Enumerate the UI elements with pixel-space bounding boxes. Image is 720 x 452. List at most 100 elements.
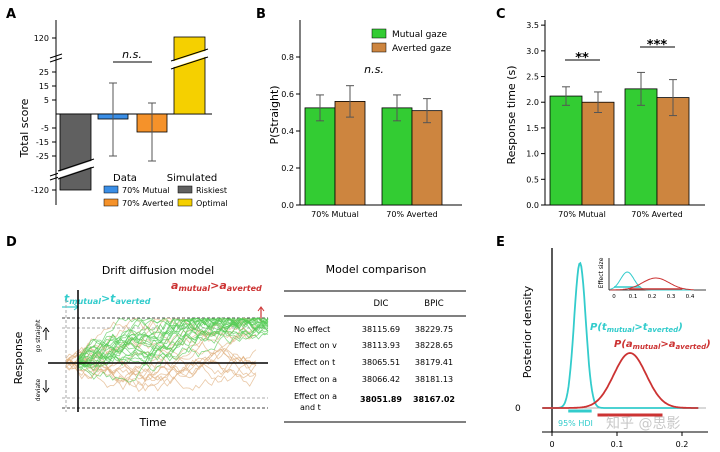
d-trace xyxy=(65,326,257,382)
panel-letter-d: D xyxy=(6,235,17,250)
b-xtick-label: 70% Mutual xyxy=(311,210,359,219)
a-tick-label: -15 xyxy=(36,138,49,147)
table-cell-bpic: 38228.65 xyxy=(415,341,453,350)
ddm-title: Drift diffusion model xyxy=(102,264,214,277)
deviate: deviate xyxy=(35,378,42,401)
d-trace xyxy=(77,317,269,362)
b-bar xyxy=(411,110,443,206)
hdi-label: 95% HDI xyxy=(558,419,593,428)
a-tick-label: 25 xyxy=(39,68,49,77)
d-trace xyxy=(77,319,269,368)
c-xtick-label: 70% Averted xyxy=(631,210,682,219)
a-tick-label: 15 xyxy=(39,82,49,91)
sig-c-mutual: ** xyxy=(575,51,589,66)
c-tick-label: 0.0 xyxy=(526,201,539,210)
posterior-curve xyxy=(542,261,699,409)
curve-t-label: P(tmutual>taverted) xyxy=(590,322,683,334)
table-row-label: Effect on a xyxy=(294,375,337,384)
e-zero: 0 xyxy=(515,404,521,414)
watermark: 知乎 @思影 xyxy=(606,415,680,432)
go-straight: go straight xyxy=(35,319,42,352)
panel-letter-c: C xyxy=(496,7,506,22)
e-tick-label: 0.1 xyxy=(611,440,624,449)
c-tick-label: 1.5 xyxy=(526,124,539,133)
legend-riskiest: Riskiest xyxy=(196,186,227,195)
a-tick-label: -25 xyxy=(36,152,49,161)
legend-optimal: Optimal xyxy=(196,199,228,208)
t-label: tmutual>taverted xyxy=(64,292,151,306)
c-bar xyxy=(581,101,615,206)
c-tick-label: 1.0 xyxy=(526,150,539,159)
table-cell-dic: 38115.69 xyxy=(362,325,400,334)
a-tick-label: -5 xyxy=(41,124,49,133)
d-trace xyxy=(77,322,268,367)
inset-tick-label: 0.1 xyxy=(629,294,638,300)
b-bar xyxy=(304,107,336,206)
panel-letter-a: A xyxy=(6,7,16,22)
legend-mutual-gaze: Mutual gaze xyxy=(392,30,448,40)
table-cell-bpic: 38229.75 xyxy=(415,325,453,334)
c-bar xyxy=(549,95,583,206)
legend-averted: 70% Averted xyxy=(122,199,173,208)
model-comparison-table: Model comparison DIC BPIC No effect 38115… xyxy=(284,263,466,423)
panel-c-ylabel: Response time (s) xyxy=(505,66,518,165)
bar-riskiest xyxy=(59,113,92,191)
table-header-dic: DIC xyxy=(374,299,389,309)
posterior-curve xyxy=(542,352,699,409)
table-row-label: No effect xyxy=(294,325,330,334)
curve-a-label: P(amutual>aaverted) xyxy=(614,339,711,351)
d-trace xyxy=(77,327,269,383)
effect-size-inset: Effect size 0 0.1 0.2 0.3 0.4 xyxy=(598,257,706,300)
b-bar xyxy=(334,101,366,206)
panel-a-ylabel: Total score xyxy=(18,98,31,158)
inset-tick-label: 0 xyxy=(612,294,616,300)
a-label: amutual>aaverted xyxy=(171,279,262,293)
d-xlabel: Time xyxy=(139,416,167,429)
c-bar xyxy=(624,88,658,206)
inset-tick-label: 0.3 xyxy=(667,294,676,300)
c-tick-label: 3.0 xyxy=(526,47,539,56)
table-row-label: Effect on t xyxy=(294,358,335,367)
table-row-label: Effect on a xyxy=(294,392,337,401)
d-ylabel: Response xyxy=(12,331,25,384)
b-tick-label: 0.6 xyxy=(281,90,294,99)
b-tick-label: 0.0 xyxy=(281,201,294,210)
d-trace xyxy=(77,317,269,366)
panel-b-ylabel: P(Straight) xyxy=(268,85,281,144)
e-ylabel: Posterior density xyxy=(521,285,534,378)
legend-averted-gaze: Averted gaze xyxy=(392,44,452,54)
table-cell-dic: 38066.42 xyxy=(362,375,400,384)
bar-optimal xyxy=(173,36,206,115)
b-tick-label: 0.2 xyxy=(281,164,294,173)
b-bar xyxy=(381,107,413,206)
panel-c: C Response time (s) 0.0 0.5 1.0 1.5 2.0 2.5 3.… xyxy=(496,7,705,219)
d-trace xyxy=(77,317,269,360)
panel-e: E Posterior density 0 0 0.1 0.2 P(tmutual>… xyxy=(496,235,711,449)
inset-tick-label: 0.2 xyxy=(648,294,657,300)
a-tick-label: -120 xyxy=(31,186,49,195)
sig-a: n.s. xyxy=(122,48,142,61)
table-cell-bpic: 38167.02 xyxy=(413,395,455,404)
table-cell-dic: 38051.89 xyxy=(360,395,402,404)
table-header-bpic: BPIC xyxy=(424,299,443,309)
c-tick-label: 3.5 xyxy=(526,21,539,30)
a-tick-label: 120 xyxy=(34,34,49,43)
c-tick-label: 0.5 xyxy=(526,175,539,184)
d-trace xyxy=(77,317,269,365)
d-trace xyxy=(77,317,269,372)
legend-mutual: 70% Mutual xyxy=(122,186,170,195)
table-row-label: Effect on v xyxy=(294,341,337,350)
b-xtick-label: 70% Averted xyxy=(386,210,437,219)
e-tick-label: 0 xyxy=(549,440,554,449)
panel-b: B P(Straight) 0.0 0.2 0.4 0.6 0.8 70% Mutual 7… xyxy=(256,7,462,219)
sig-c-averted: *** xyxy=(647,38,668,53)
b-tick-label: 0.8 xyxy=(281,53,294,62)
b-tick-label: 0.4 xyxy=(281,127,294,136)
d-trace xyxy=(65,359,257,388)
c-tick-label: 2.0 xyxy=(526,98,539,107)
inset-tick-label: 0.4 xyxy=(686,294,695,300)
panel-letter-b: B xyxy=(256,7,266,22)
table-row-label: and t xyxy=(300,403,321,412)
